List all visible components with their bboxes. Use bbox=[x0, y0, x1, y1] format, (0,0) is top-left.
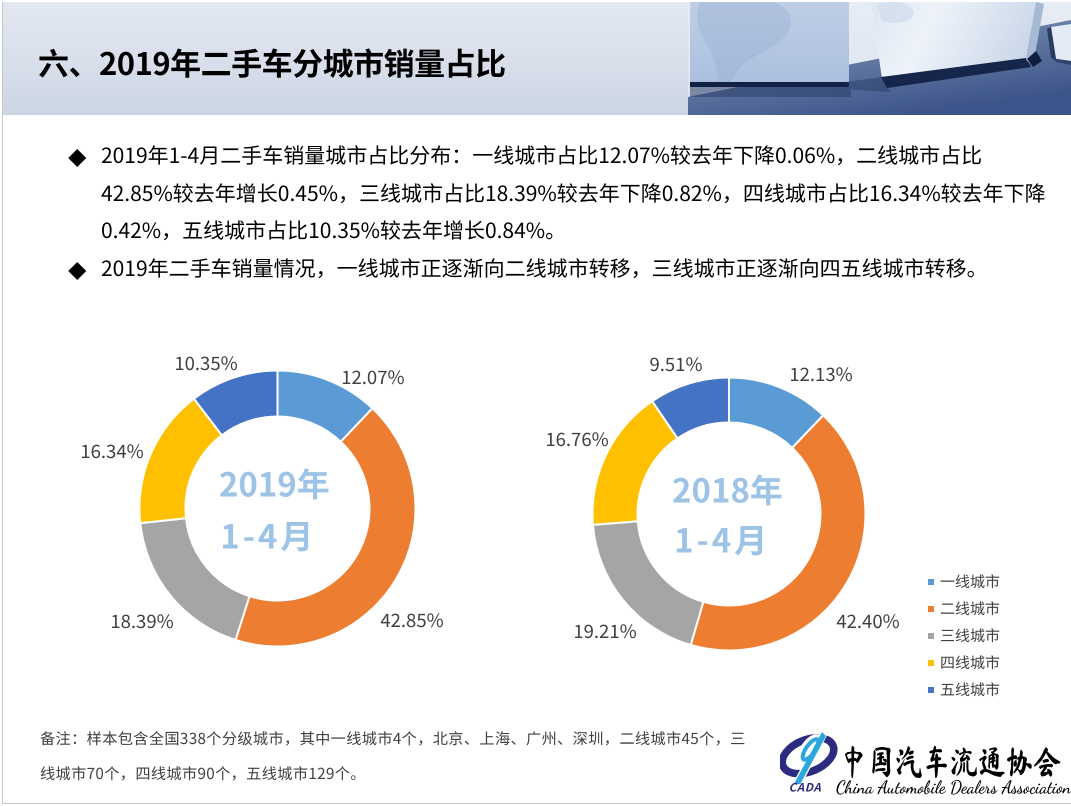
svg-text:CADA: CADA bbox=[789, 780, 822, 796]
